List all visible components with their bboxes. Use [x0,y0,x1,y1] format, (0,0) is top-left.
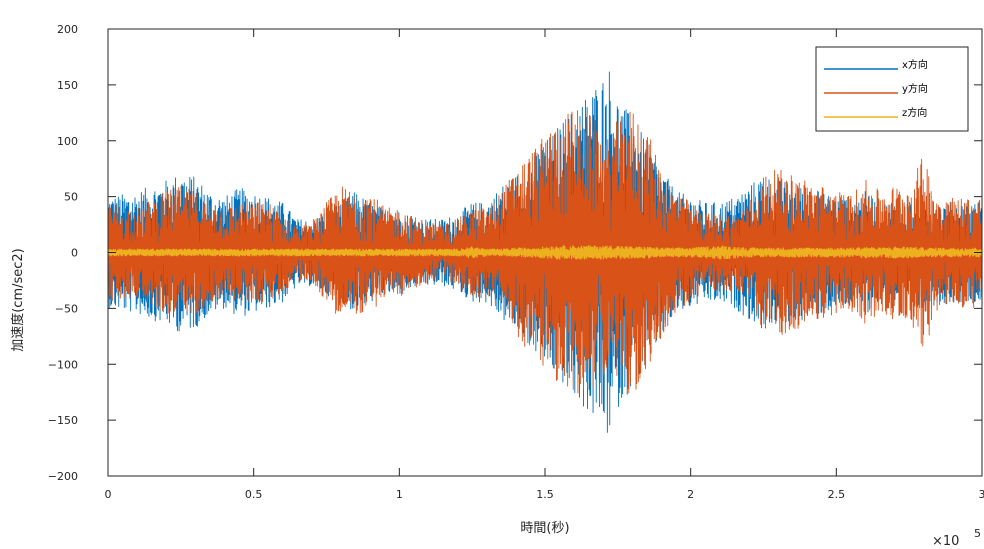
legend: x方向 y方向 z方向 [815,46,969,132]
x-tick-label: 1.5 [536,488,554,501]
x-axis-multiplier: ×10 [932,534,959,549]
legend-label: z方向 [902,106,927,119]
x-tick-label: 3 [979,488,984,501]
x-tick-label: 0.5 [245,488,263,501]
x-axis-ticks: 0 0.5 1 1.5 2 2.5 3 [105,29,984,501]
y-tick-label: −100 [48,358,78,371]
x-axis-multiplier-exponent: 5 [974,527,981,540]
legend-label: x方向 [902,58,928,71]
series-y-line [108,110,982,394]
series-z-line [108,245,982,260]
x-tick-label: 1 [396,488,403,501]
y-tick-label: 200 [57,23,78,36]
x-axis-label: 時間(秒) [520,521,569,536]
legend-label: y方向 [902,82,928,95]
y-tick-label: 50 [64,191,78,204]
series-layer [108,71,982,433]
x-tick-label: 2.5 [828,488,846,501]
y-tick-label: −200 [48,470,78,483]
y-axis-ticks: 200 150 100 50 0 −50 −100 −150 −200 [48,23,982,483]
legend-box [815,46,969,132]
y-tick-label: −50 [55,302,78,315]
y-tick-label: 150 [57,79,78,92]
y-tick-label: 100 [57,135,78,148]
y-axis-label: 加速度(cm/sec2) [10,248,26,352]
y-tick-label: −150 [48,414,78,427]
x-tick-label: 0 [105,488,112,501]
y-tick-label: 0 [71,247,78,260]
x-tick-label: 2 [687,488,694,501]
